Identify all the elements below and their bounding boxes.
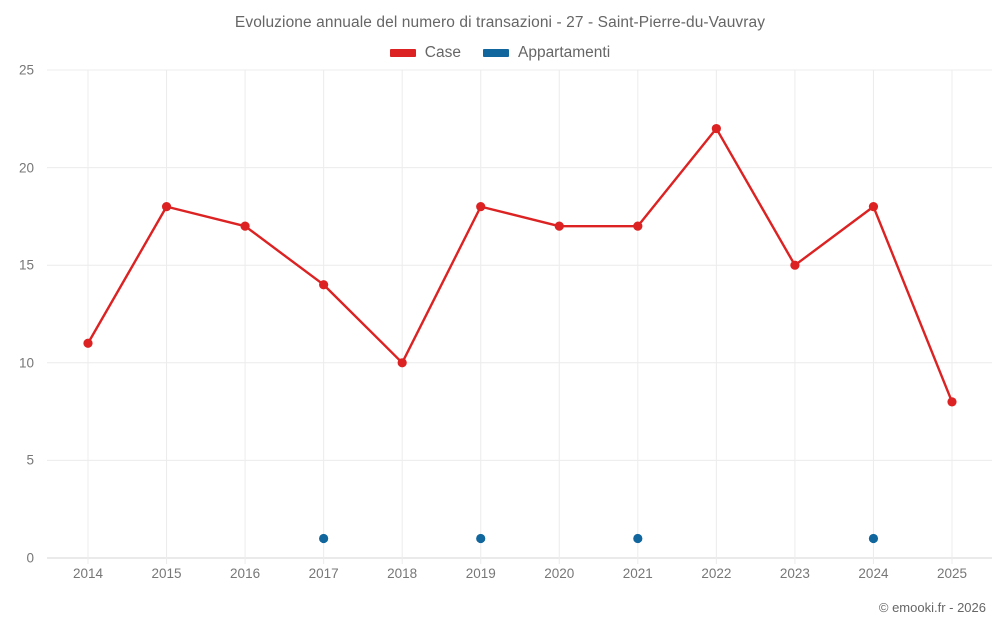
data-point[interactable] — [868, 533, 879, 544]
x-axis-tick-label: 2025 — [936, 566, 968, 581]
x-axis-tick-label: 2018 — [387, 566, 418, 581]
series-markers — [83, 123, 957, 544]
x-axis-tick-label: 2024 — [858, 566, 889, 581]
y-axis-tick-label: 15 — [18, 257, 34, 273]
x-axis-tick-label: 2014 — [72, 566, 104, 581]
data-point[interactable] — [711, 123, 721, 134]
x-axis-tick-label: 2016 — [230, 566, 261, 581]
footer-credit: © emooki.fr - 2026 — [878, 600, 986, 615]
y-axis-tick-label: 0 — [26, 550, 34, 566]
data-point[interactable] — [947, 397, 957, 407]
chart-title: Evoluzione annuale del numero di transaz… — [234, 14, 766, 31]
data-point[interactable] — [554, 221, 564, 231]
y-gridlines — [47, 69, 992, 559]
data-point[interactable] — [83, 338, 93, 348]
data-point[interactable] — [476, 533, 486, 544]
y-axis-tick-label: 10 — [18, 355, 34, 371]
data-point[interactable] — [633, 533, 643, 544]
x-gridlines — [87, 70, 953, 564]
x-axis-tick-label: 2023 — [779, 566, 810, 581]
x-axis-tick-label: 2019 — [465, 566, 496, 581]
x-axis-tick-label: 2020 — [544, 566, 575, 581]
legend-item-case[interactable]: Case — [389, 44, 461, 62]
data-point[interactable] — [319, 533, 329, 544]
legend-label-case: Case — [424, 44, 461, 61]
y-axis-tick-label: 5 — [26, 452, 34, 468]
y-axis-tick-label: 20 — [18, 160, 34, 176]
chart-legend: Case Appartamenti — [0, 44, 1000, 62]
data-point[interactable] — [319, 280, 329, 290]
x-axis-tick-label: 2021 — [622, 566, 653, 581]
legend-label-appartamenti: Appartamenti — [517, 44, 611, 61]
data-point[interactable] — [240, 221, 250, 231]
data-point[interactable] — [161, 202, 172, 212]
data-point[interactable] — [868, 202, 879, 212]
data-point[interactable] — [790, 260, 800, 270]
legend-swatch-case — [389, 49, 416, 57]
y-axis-tick-label: 25 — [18, 62, 34, 78]
data-point[interactable] — [476, 202, 486, 212]
data-point[interactable] — [397, 358, 407, 368]
x-axis-tick-label: 2017 — [308, 566, 339, 581]
data-point[interactable] — [633, 221, 643, 231]
series-line-case — [86, 127, 954, 404]
series-lines — [86, 127, 954, 404]
x-axis-tick-label: 2022 — [701, 566, 732, 581]
x-axis-tick-label: 2015 — [151, 566, 182, 581]
legend-swatch-appartamenti — [482, 49, 509, 57]
legend-item-appartamenti[interactable]: Appartamenti — [482, 44, 611, 62]
